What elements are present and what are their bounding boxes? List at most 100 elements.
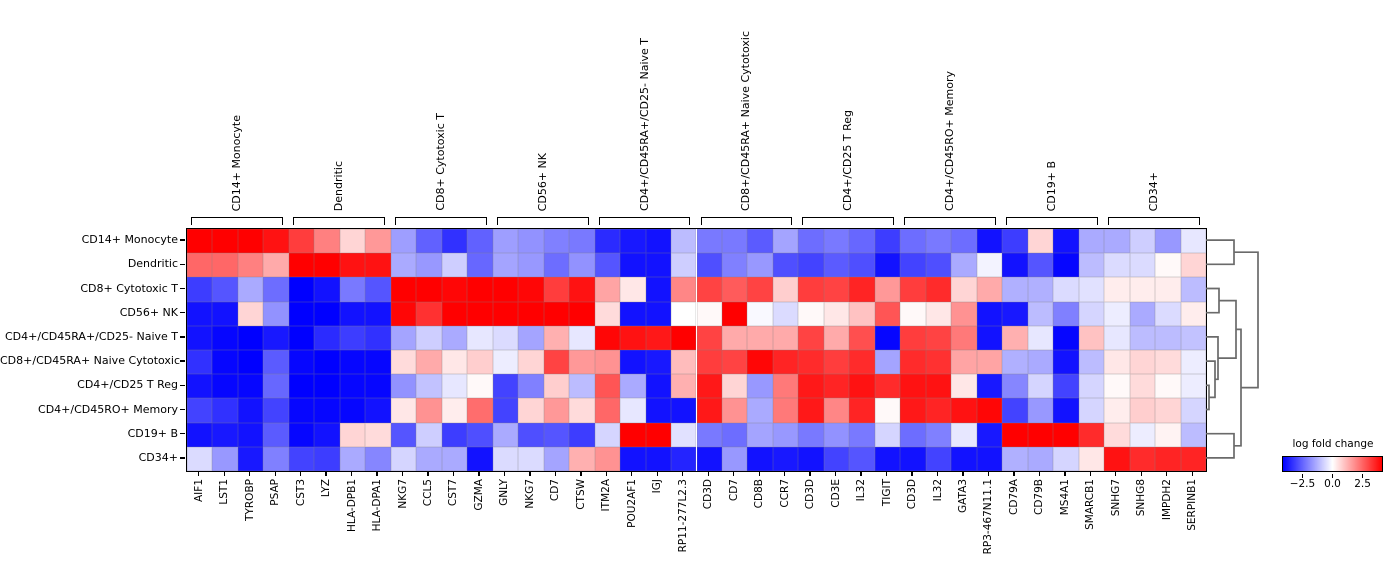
heatmap-cell bbox=[1104, 374, 1130, 399]
heatmap-cell bbox=[569, 422, 595, 447]
heatmap-cell bbox=[645, 350, 672, 375]
heatmap-cell bbox=[696, 422, 722, 447]
heatmap-cell bbox=[187, 446, 213, 471]
column-gene-label: TYROBP bbox=[243, 479, 256, 521]
heatmap-cell bbox=[1078, 229, 1105, 254]
heatmap-cell bbox=[569, 277, 595, 302]
column-gene-label: SNHG8 bbox=[1135, 479, 1148, 517]
heatmap-cell bbox=[721, 229, 748, 254]
heatmap-cell bbox=[1104, 446, 1130, 471]
heatmap-cell bbox=[620, 446, 646, 471]
heatmap-cell bbox=[390, 325, 417, 350]
heatmap-cell bbox=[671, 301, 697, 326]
heatmap-cell bbox=[467, 301, 493, 326]
heatmap-cell bbox=[747, 446, 773, 471]
heatmap-cell bbox=[671, 446, 697, 471]
column-tick bbox=[733, 471, 735, 477]
column-gene-label: MS4A1 bbox=[1058, 479, 1071, 516]
heatmap-cell bbox=[569, 374, 595, 399]
column-tick bbox=[401, 471, 404, 477]
heatmap-cell bbox=[874, 229, 901, 254]
column-gene-label: PSAP bbox=[269, 479, 282, 506]
column-tick bbox=[758, 471, 760, 477]
column-gene-label: CD3D bbox=[906, 479, 919, 510]
heatmap-cell bbox=[1078, 277, 1105, 302]
column-tick bbox=[325, 471, 327, 477]
heatmap-cell bbox=[671, 398, 697, 423]
heatmap-cell bbox=[212, 374, 238, 399]
heatmap-cell bbox=[900, 229, 926, 254]
heatmap-cell bbox=[339, 277, 366, 302]
heatmap-cell bbox=[1027, 350, 1054, 375]
heatmap-cell bbox=[772, 325, 799, 350]
column-tick bbox=[809, 471, 811, 477]
heatmap-cell bbox=[187, 253, 213, 278]
heatmap-cell bbox=[365, 253, 391, 278]
heatmap-cell bbox=[416, 277, 442, 302]
heatmap-cell bbox=[696, 325, 722, 350]
heatmap-cell bbox=[390, 277, 417, 302]
heatmap-cell bbox=[416, 398, 442, 423]
heatmap-cell bbox=[441, 446, 468, 471]
heatmap-cell bbox=[365, 277, 391, 302]
heatmap-cell bbox=[1027, 398, 1054, 423]
heatmap-cell bbox=[925, 374, 952, 399]
column-tick bbox=[1115, 471, 1117, 477]
colorbar-tick bbox=[1331, 473, 1334, 478]
heatmap-cell bbox=[1078, 422, 1105, 447]
column-group-label: CD14+ Monocyte bbox=[229, 114, 243, 211]
heatmap-cell bbox=[1078, 301, 1105, 326]
heatmap-cell bbox=[1129, 253, 1156, 278]
heatmap-cell bbox=[772, 350, 799, 375]
column-tick bbox=[299, 471, 302, 477]
column-group-bracket bbox=[394, 217, 487, 225]
heatmap-cell bbox=[1078, 325, 1105, 350]
column-gene-label: HLA-DPA1 bbox=[371, 479, 384, 532]
column-gene-label: CST7 bbox=[447, 479, 460, 507]
heatmap-cell bbox=[492, 277, 519, 302]
heatmap-cell bbox=[212, 277, 238, 302]
heatmap-cell bbox=[798, 446, 824, 471]
heatmap-cell bbox=[1078, 253, 1105, 278]
heatmap-cell bbox=[671, 229, 697, 254]
heatmap-cell bbox=[518, 398, 544, 423]
heatmap-cell bbox=[747, 325, 773, 350]
heatmap-cell bbox=[518, 422, 544, 447]
heatmap-cell bbox=[187, 422, 213, 447]
heatmap-cell bbox=[1027, 229, 1054, 254]
column-gene-label: SERPINB1 bbox=[1186, 479, 1199, 531]
column-gene-label: AIF1 bbox=[192, 479, 205, 502]
column-gene-label: GNLY bbox=[498, 479, 511, 506]
heatmap-cell bbox=[1078, 398, 1105, 423]
heatmap-cell bbox=[925, 229, 952, 254]
heatmap-cell bbox=[518, 374, 544, 399]
column-tick bbox=[529, 471, 531, 477]
heatmap-cell bbox=[1155, 446, 1181, 471]
column-gene-label: IL32 bbox=[931, 479, 944, 502]
heatmap-cell bbox=[1155, 422, 1181, 447]
colorbar-title: log fold change bbox=[1292, 438, 1374, 450]
heatmap-cell bbox=[645, 229, 672, 254]
heatmap-cell bbox=[925, 422, 952, 447]
heatmap-cell bbox=[671, 422, 697, 447]
heatmap-cell bbox=[798, 301, 824, 326]
column-tick bbox=[605, 471, 607, 477]
heatmap-cell bbox=[874, 253, 901, 278]
heatmap-cell bbox=[620, 374, 646, 399]
heatmap-cell bbox=[365, 446, 391, 471]
colorbar-tick-label: 0.0 bbox=[1324, 478, 1341, 490]
column-gene-label: CD79B bbox=[1033, 479, 1046, 515]
heatmap-cell bbox=[492, 301, 519, 326]
heatmap-cell bbox=[696, 253, 722, 278]
heatmap-cell bbox=[212, 446, 238, 471]
heatmap-cell bbox=[1053, 229, 1079, 254]
heatmap-cell bbox=[212, 253, 238, 278]
heatmap-cell bbox=[1180, 277, 1206, 302]
heatmap-cell bbox=[798, 350, 824, 375]
heatmap-cell bbox=[925, 253, 952, 278]
heatmap-cell bbox=[569, 350, 595, 375]
heatmap-cell bbox=[492, 229, 519, 254]
column-gene-label: CD3D bbox=[702, 479, 715, 510]
column-group-label: CD19+ B bbox=[1045, 160, 1059, 211]
heatmap-cell bbox=[288, 229, 315, 254]
